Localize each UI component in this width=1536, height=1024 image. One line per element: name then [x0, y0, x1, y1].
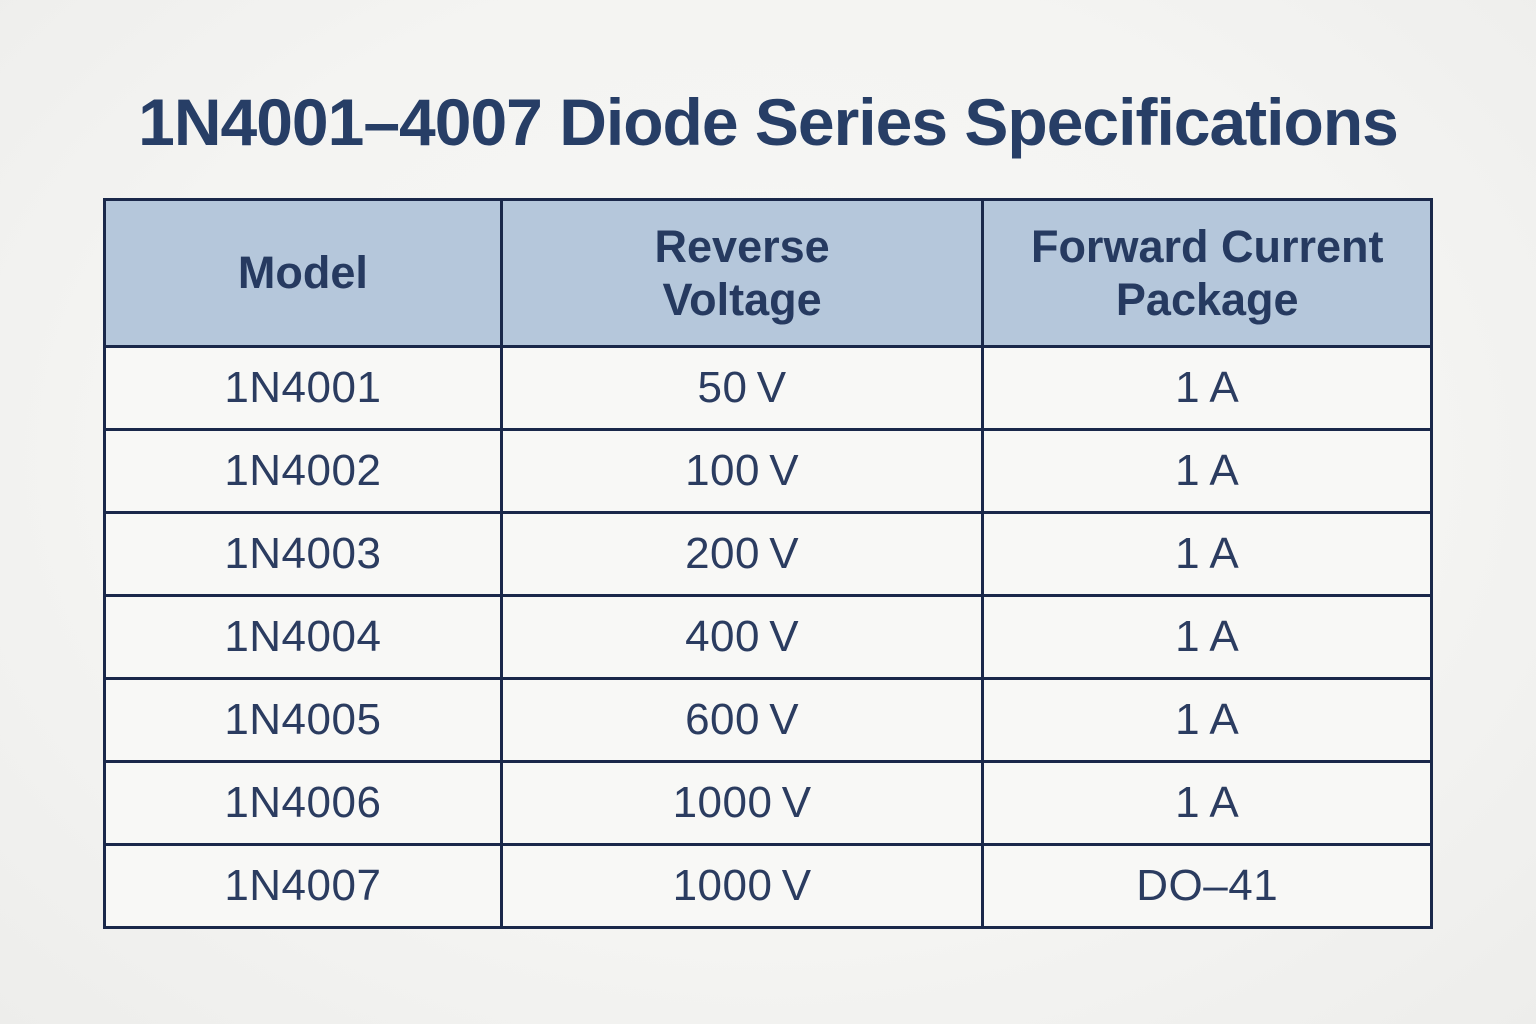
- cell-model: 1N4001: [103, 345, 503, 431]
- cell-model: 1N4003: [103, 511, 503, 597]
- cell-model: 1N4005: [103, 677, 503, 763]
- cell-voltage: 1000 V: [499, 843, 985, 929]
- table-header: Model Reverse Voltage Forward Current Pa…: [103, 198, 1433, 348]
- cell-voltage: 400 V: [499, 594, 985, 680]
- column-header-reverse-voltage: Reverse Voltage: [499, 198, 985, 348]
- cell-package: 1 A: [981, 594, 1433, 680]
- table-row: 1N4002 100 V 1 A: [103, 428, 1433, 514]
- page-title: 1N4001–4007 Diode Series Specifications: [138, 85, 1399, 159]
- header-row: Model Reverse Voltage Forward Current Pa…: [103, 198, 1433, 348]
- cell-voltage: 600 V: [499, 677, 985, 763]
- cell-model: 1N4006: [103, 760, 503, 846]
- table-row: 1N4001 50 V 1 A: [103, 345, 1433, 431]
- cell-package: 1 A: [981, 511, 1433, 597]
- table-row: 1N4005 600 V 1 A: [103, 677, 1433, 763]
- cell-model: 1N4002: [103, 428, 503, 514]
- table-row: 1N4007 1000 V DO–41: [103, 843, 1433, 929]
- cell-model: 1N4004: [103, 594, 503, 680]
- cell-package: 1 A: [981, 345, 1433, 431]
- cell-package: DO–41: [981, 843, 1433, 929]
- cell-package: 1 A: [981, 428, 1433, 514]
- cell-voltage: 1000 V: [499, 760, 985, 846]
- diode-spec-table: Model Reverse Voltage Forward Current Pa…: [103, 198, 1433, 929]
- table-row: 1N4004 400 V 1 A: [103, 594, 1433, 680]
- column-header-forward-current-package: Forward Current Package: [981, 198, 1433, 348]
- cell-package: 1 A: [981, 760, 1433, 846]
- cell-model: 1N4007: [103, 843, 503, 929]
- column-header-model: Model: [103, 198, 503, 348]
- cell-voltage: 100 V: [499, 428, 985, 514]
- table-row: 1N4006 1000 V 1 A: [103, 760, 1433, 846]
- cell-voltage: 200 V: [499, 511, 985, 597]
- table-row: 1N4003 200 V 1 A: [103, 511, 1433, 597]
- table-body: 1N4001 50 V 1 A 1N4002 100 V 1 A 1N4003 …: [103, 345, 1433, 929]
- cell-package: 1 A: [981, 677, 1433, 763]
- cell-voltage: 50 V: [499, 345, 985, 431]
